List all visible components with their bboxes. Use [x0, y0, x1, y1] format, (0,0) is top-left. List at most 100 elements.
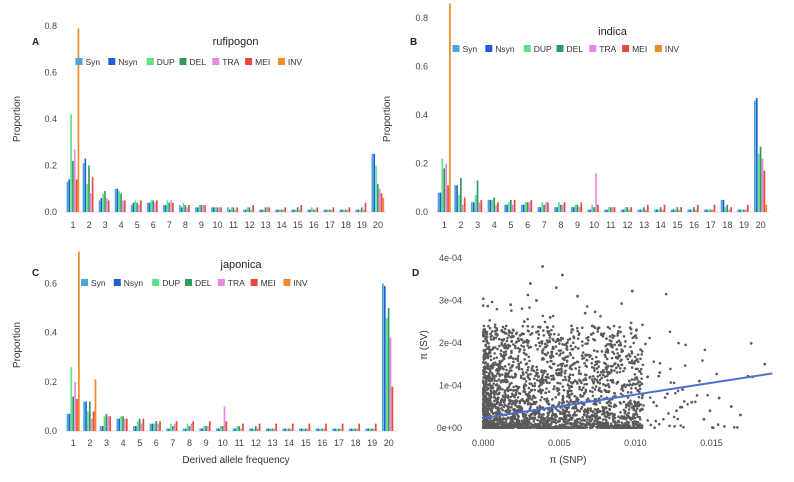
scatter-point [516, 354, 520, 358]
scatter-point [562, 424, 565, 427]
scatter-point [729, 405, 733, 408]
scatter-point [633, 373, 637, 376]
scatter-point [543, 418, 547, 422]
scatter-point [522, 386, 526, 389]
scatter-point [576, 408, 580, 412]
scatter-point [595, 367, 599, 370]
bar-dup-1 [70, 114, 72, 212]
bar-mei-12 [630, 207, 633, 212]
scatter-point [578, 387, 581, 391]
scatter-point [604, 415, 608, 418]
scatter-point [541, 374, 544, 377]
scatter-point [569, 344, 573, 348]
bar-nsyn-7 [539, 207, 542, 212]
scatter-point [616, 357, 620, 360]
scatter-point [484, 421, 488, 424]
scatter-point [481, 297, 485, 301]
scatter-point [524, 413, 528, 417]
scatter-point [633, 420, 636, 423]
bar-mei-2 [92, 411, 95, 431]
scatter-point [597, 326, 601, 330]
legend: Syn Nsyn DUP DEL TRA MEI INV [75, 57, 303, 67]
scatter-point [486, 401, 490, 404]
scatter-point [495, 368, 499, 371]
bar-mei-13 [646, 204, 649, 212]
scatter-point [605, 367, 608, 371]
scatter-point [574, 422, 578, 426]
scatter-point [583, 383, 586, 386]
scatter-point [619, 410, 622, 414]
bar-nsyn-13 [639, 209, 642, 212]
scatter-point [495, 379, 499, 383]
scatter-point [629, 321, 633, 325]
scatter-point [542, 334, 546, 337]
bar-tra-11 [240, 428, 242, 431]
scatter-point [520, 307, 524, 310]
bar-mei-8 [192, 421, 195, 431]
scatter-point [487, 399, 490, 403]
bar-nsyn-13 [261, 209, 263, 212]
scatter-point [570, 385, 574, 388]
scatter-point [635, 424, 639, 428]
scatter-point [540, 395, 544, 399]
scatter-point [498, 364, 502, 368]
bar-del-9 [576, 204, 579, 212]
bar-syn-3 [470, 202, 473, 212]
scatter-point [635, 407, 639, 410]
scatter-point [614, 366, 618, 370]
scatter-point [616, 352, 620, 355]
scatter-point [629, 345, 632, 349]
scatter-point [595, 425, 598, 429]
scatter-point [580, 326, 584, 329]
scatter-point [486, 397, 490, 400]
bar-del-5 [136, 202, 138, 212]
scatter-point [523, 340, 526, 343]
bar-nsyn-20 [383, 286, 386, 431]
bar-mei-16 [316, 207, 319, 212]
bar-nsyn-12 [251, 428, 253, 431]
scatter-point [499, 399, 503, 402]
scatter-point [596, 418, 599, 421]
scatter-point [703, 348, 707, 352]
bar-syn-12 [249, 428, 251, 431]
scatter-point [514, 423, 518, 426]
bar-nsyn-5 [134, 426, 137, 431]
scatter-point [598, 378, 602, 382]
scatter-point [510, 364, 514, 368]
bar-inv-20 [765, 204, 768, 212]
scatter-point [590, 365, 594, 369]
scatter-point [576, 329, 579, 333]
scatter-point [484, 335, 488, 339]
bar-tra-1 [73, 149, 76, 212]
bar-tra-9 [202, 205, 204, 212]
scatter-point [605, 357, 609, 361]
scatter-point [560, 374, 563, 377]
scatter-point [593, 408, 597, 411]
scatter-point [538, 419, 542, 423]
bar-tra-17 [711, 209, 714, 212]
x-tick-label: 7 [167, 220, 172, 230]
bar-tra-12 [250, 209, 253, 212]
bar-nsyn-16 [317, 428, 320, 431]
bar-dup-20 [757, 153, 760, 212]
panel-d: D 0e+00 1e-04 2e-04 3e-04 4e-04 0.000 0.005 0.01… [412, 253, 773, 466]
bar-dup-4 [120, 416, 122, 431]
scatter-point [616, 332, 620, 335]
legend-label: INV [288, 57, 303, 67]
scatter-point [533, 388, 537, 392]
scatter-point [652, 360, 656, 363]
scatter-point [486, 304, 490, 308]
x-tick-label: 13 [639, 220, 649, 230]
scatter-point [637, 395, 641, 399]
scatter-point [556, 364, 560, 367]
scatter-point [616, 421, 619, 424]
scatter-point [536, 411, 540, 414]
scatter-point [545, 397, 549, 400]
scatter-point [492, 346, 495, 350]
scatter-point [513, 344, 517, 348]
scatter-point [482, 372, 485, 376]
scatter-point [586, 411, 590, 415]
legend-swatch-syn [75, 58, 83, 65]
scatter-point [572, 362, 576, 366]
bar-dup-14 [657, 209, 660, 212]
